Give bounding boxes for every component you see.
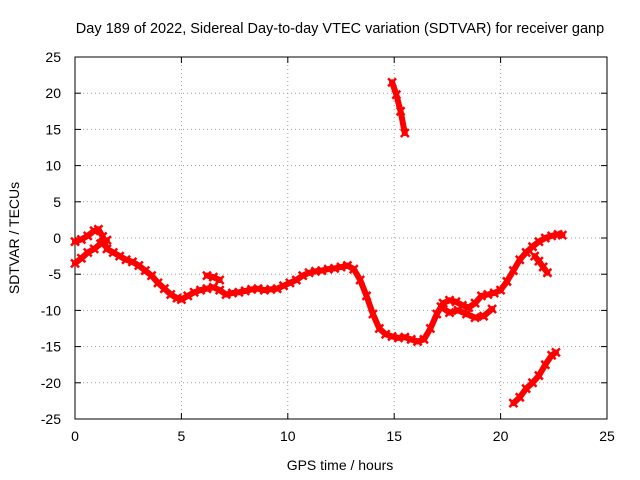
data-point bbox=[355, 275, 366, 285]
x-tick-label: 0 bbox=[71, 428, 79, 444]
y-tick-label: 0 bbox=[53, 230, 61, 246]
y-tick-label: -10 bbox=[41, 302, 61, 318]
data-point bbox=[495, 285, 506, 296]
data-point bbox=[182, 291, 193, 301]
data-point bbox=[470, 312, 480, 323]
y-tick-label: -5 bbox=[49, 266, 62, 282]
data-point bbox=[108, 247, 119, 258]
series-lower-segment bbox=[508, 347, 561, 408]
data-point bbox=[540, 233, 551, 243]
data-point bbox=[121, 254, 131, 265]
series-rebound-branch bbox=[529, 251, 553, 278]
series-main-trace bbox=[70, 224, 568, 347]
data-point bbox=[380, 329, 391, 340]
x-tick-label: 5 bbox=[178, 428, 186, 444]
data-point bbox=[399, 128, 410, 138]
chart-title: Day 189 of 2022, Sidereal Day-to-day VTE… bbox=[76, 21, 604, 37]
series-line bbox=[389, 79, 408, 136]
data-point bbox=[412, 336, 423, 347]
y-tick-label: -20 bbox=[41, 375, 61, 391]
data-point bbox=[272, 283, 283, 294]
data-point bbox=[127, 257, 138, 267]
y-tick-label: -15 bbox=[41, 339, 61, 355]
series-upper-segment bbox=[387, 77, 410, 138]
data-point bbox=[342, 260, 353, 271]
data-point bbox=[451, 296, 461, 307]
data-point bbox=[470, 298, 480, 309]
data-point bbox=[146, 270, 157, 281]
data-point bbox=[387, 77, 397, 88]
y-tick-label: 15 bbox=[45, 121, 61, 137]
data-point bbox=[291, 275, 302, 285]
data-point bbox=[297, 270, 308, 281]
data-point bbox=[542, 267, 553, 278]
axis-ticks: 0 5 10 15 20 25 -25 -20 -15 -10 -5 0 5 10 15 20 25 bbox=[41, 49, 615, 444]
x-tick-label: 25 bbox=[599, 428, 615, 444]
data-point bbox=[534, 370, 544, 381]
data-point bbox=[285, 278, 295, 288]
data-point bbox=[361, 291, 372, 301]
data-point bbox=[557, 230, 568, 240]
data-point bbox=[95, 238, 106, 249]
series-secondary-branch bbox=[202, 270, 225, 285]
x-tick-label: 15 bbox=[386, 428, 402, 444]
data-point bbox=[395, 106, 406, 117]
data-point bbox=[189, 287, 200, 298]
data-point bbox=[478, 311, 489, 322]
data-point bbox=[540, 359, 551, 370]
data-point bbox=[502, 276, 512, 287]
data-point bbox=[278, 280, 289, 291]
data-point bbox=[508, 265, 519, 276]
x-tick-label: 10 bbox=[280, 428, 296, 444]
data-point bbox=[208, 272, 219, 282]
data-point bbox=[102, 235, 112, 246]
data-point bbox=[391, 89, 402, 100]
data-point bbox=[444, 307, 455, 318]
y-tick-label: 5 bbox=[53, 194, 61, 210]
data-point bbox=[514, 392, 525, 403]
data-point bbox=[114, 251, 125, 261]
data-point bbox=[487, 304, 497, 314]
data-point bbox=[214, 285, 225, 296]
data-point bbox=[551, 347, 561, 358]
y-tick-label: 10 bbox=[45, 158, 61, 174]
x-tick-label: 20 bbox=[493, 428, 509, 444]
data-point bbox=[489, 288, 500, 298]
data-point bbox=[348, 264, 359, 275]
data-layer bbox=[70, 77, 568, 408]
data-point bbox=[214, 275, 225, 285]
data-point bbox=[453, 305, 463, 316]
data-point bbox=[76, 234, 87, 245]
data-point bbox=[82, 247, 93, 258]
series-early-upper-branch bbox=[70, 235, 112, 269]
data-point bbox=[93, 224, 104, 235]
data-point bbox=[431, 309, 442, 319]
data-point bbox=[461, 309, 472, 319]
data-point bbox=[463, 302, 474, 313]
data-point bbox=[208, 282, 219, 293]
x-axis-label: GPS time / hours bbox=[287, 457, 394, 473]
data-point bbox=[165, 289, 176, 300]
y-axis-label: SDTVAR / TECUs bbox=[6, 182, 22, 294]
data-point bbox=[368, 309, 378, 319]
series-dip-branch bbox=[436, 301, 497, 323]
data-point bbox=[176, 294, 187, 305]
y-tick-label: -25 bbox=[41, 411, 61, 427]
data-point bbox=[436, 301, 446, 312]
y-tick-label: 25 bbox=[45, 49, 61, 65]
y-tick-label: 20 bbox=[45, 85, 61, 101]
data-point bbox=[406, 334, 417, 345]
data-point bbox=[70, 236, 80, 247]
data-point bbox=[419, 334, 429, 345]
data-point bbox=[425, 323, 436, 334]
data-point bbox=[534, 236, 544, 247]
series-line bbox=[72, 226, 566, 345]
data-point bbox=[399, 332, 410, 343]
data-point bbox=[514, 254, 525, 265]
grid bbox=[75, 57, 607, 419]
data-point bbox=[527, 377, 538, 388]
